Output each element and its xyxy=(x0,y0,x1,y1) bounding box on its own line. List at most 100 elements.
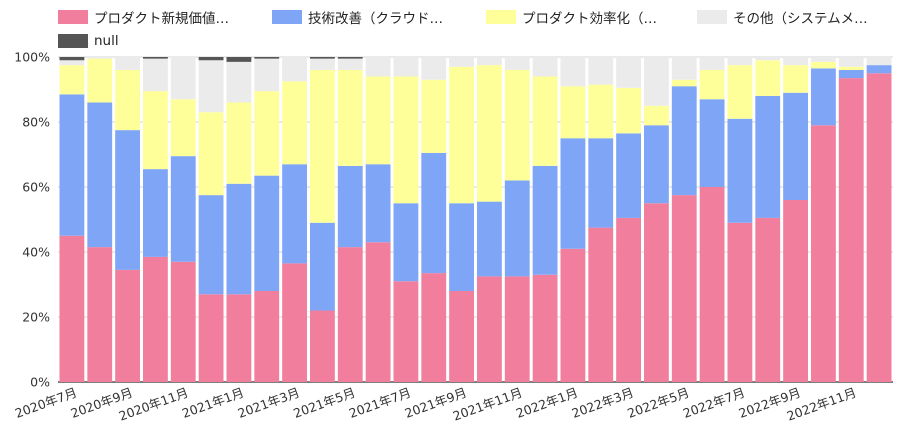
bar-segment-s0-c25 xyxy=(755,217,781,382)
bar-segment-s3-c25 xyxy=(755,57,781,61)
x-tick-label: 2022年7月 xyxy=(681,385,747,421)
bar-segment-s1-c21 xyxy=(644,125,669,204)
bar-segment-s0-c23 xyxy=(699,187,725,382)
x-tick-label: 2021年3月 xyxy=(236,385,302,421)
y-tick-label: 40% xyxy=(22,245,50,260)
bar-segment-s3-c3 xyxy=(143,58,168,92)
bar-segment-s0-c1 xyxy=(87,247,113,382)
bar-segment-s0-c16 xyxy=(504,276,530,382)
bar-segment-s1-c26 xyxy=(783,92,808,200)
bar-segment-s3-c2 xyxy=(115,57,140,70)
bar-segment-s2-c8 xyxy=(282,81,307,165)
bar-segment-s1-c27 xyxy=(811,68,836,126)
x-tick-label: 2022年5月 xyxy=(625,385,691,421)
bar-segment-s3-c0 xyxy=(59,60,85,66)
bar-segment-s1-c29 xyxy=(866,65,892,74)
bar-segment-s3-c18 xyxy=(560,57,586,87)
bar-segment-s1-c6 xyxy=(226,183,252,295)
bar-segment-s0-c5 xyxy=(198,294,224,382)
bar-segment-s3-c21 xyxy=(644,57,669,106)
bar-segment-s2-c27 xyxy=(811,61,836,69)
bar-segment-s0-c17 xyxy=(532,274,558,382)
bar-segment-s0-c20 xyxy=(616,217,641,382)
bar-segment-s4-c0 xyxy=(59,57,85,61)
bar-segment-s1-c10 xyxy=(337,165,363,248)
bar-segment-s3-c19 xyxy=(588,57,614,85)
bar-segment-s3-c16 xyxy=(504,57,530,70)
bar-segment-s1-c17 xyxy=(532,165,558,275)
bar-segment-s1-c9 xyxy=(310,222,335,311)
bar-segment-s2-c7 xyxy=(254,91,280,176)
bar-segment-s3-c12 xyxy=(393,57,419,77)
bar-segment-s3-c5 xyxy=(198,60,224,113)
bar-segment-s1-c19 xyxy=(588,138,614,228)
bar-segment-s4-c5 xyxy=(198,57,224,61)
bar-segment-s1-c25 xyxy=(755,96,781,218)
bar-segment-s3-c28 xyxy=(838,57,864,67)
bar-segment-s4-c6 xyxy=(226,57,252,62)
y-tick-label: 60% xyxy=(22,180,50,195)
bar-segment-s1-c23 xyxy=(699,99,725,187)
bar-segment-s3-c1 xyxy=(87,57,113,59)
bar-segment-s2-c24 xyxy=(727,65,753,119)
bar-segment-s1-c1 xyxy=(87,102,113,248)
bar-segment-s3-c8 xyxy=(282,57,307,82)
bar-segment-s2-c17 xyxy=(532,76,558,166)
bar-segment-s1-c0 xyxy=(59,94,85,236)
bar-segment-s0-c24 xyxy=(727,222,753,382)
bar-segment-s1-c3 xyxy=(143,169,168,257)
bar-segment-s1-c4 xyxy=(170,156,196,262)
bar-segment-s2-c3 xyxy=(143,91,168,170)
legend-item-tech-improvement[interactable]: 技術改善（クラウド… xyxy=(272,7,443,27)
legend-item-product-efficiency[interactable]: プロダクト効率化（… xyxy=(486,7,657,27)
x-tick-label: 2021年7月 xyxy=(347,385,413,421)
bar-segment-s0-c29 xyxy=(866,73,892,382)
bar-segment-s2-c16 xyxy=(504,70,530,181)
bar-segment-s0-c26 xyxy=(783,200,808,382)
x-tick-label: 2022年3月 xyxy=(570,385,636,421)
legend-item-product-new-value[interactable]: プロダクト新規価値… xyxy=(58,7,229,27)
legend-label-product-new-value: プロダクト新規価値… xyxy=(94,11,229,27)
bar-segment-s1-c11 xyxy=(365,164,391,243)
bar-segment-s0-c10 xyxy=(337,247,363,382)
bar-segment-s2-c11 xyxy=(365,76,391,165)
bar-segment-s3-c6 xyxy=(226,61,252,103)
bar-segment-s3-c20 xyxy=(616,57,641,88)
bar-segment-s2-c0 xyxy=(59,65,85,95)
bar-segment-s0-c11 xyxy=(365,242,391,382)
bar-segment-s0-c3 xyxy=(143,256,168,382)
bar-segment-s0-c18 xyxy=(560,248,586,382)
bar-segment-s2-c10 xyxy=(337,70,363,166)
y-tick-label: 0% xyxy=(30,375,50,390)
x-tick-label: 2021年5月 xyxy=(291,385,357,421)
bar-segment-s2-c21 xyxy=(644,105,669,126)
legend-label-product-efficiency: プロダクト効率化（… xyxy=(522,11,657,27)
legend-label-other: その他（システムメ… xyxy=(733,11,868,27)
bar-segment-s2-c15 xyxy=(477,65,502,202)
bar-segment-s0-c22 xyxy=(671,195,697,382)
legend-swatch-other xyxy=(697,10,727,24)
legend-item-null[interactable]: null xyxy=(58,33,119,49)
bar-segment-s2-c22 xyxy=(671,79,697,87)
bar-segment-s3-c17 xyxy=(532,57,558,77)
bar-segment-s2-c23 xyxy=(699,70,725,100)
bar-segment-s2-c18 xyxy=(560,86,586,139)
bar-segment-s1-c18 xyxy=(560,138,586,249)
legend-item-other[interactable]: その他（システムメ… xyxy=(697,7,868,27)
bar-segment-s3-c4 xyxy=(170,57,196,100)
bar-segment-s3-c22 xyxy=(671,57,697,80)
bar-segment-s0-c15 xyxy=(477,276,502,382)
bar-segment-s4-c9 xyxy=(310,57,335,59)
gridlines xyxy=(58,56,893,383)
bar-segment-s1-c5 xyxy=(198,195,224,295)
bar-segment-s3-c15 xyxy=(477,57,502,66)
bar-segment-s1-c2 xyxy=(115,130,140,270)
bar-segment-s3-c24 xyxy=(727,57,753,66)
x-tick-label: 2022年1月 xyxy=(514,385,580,421)
bar-segment-s3-c14 xyxy=(449,57,474,67)
bar-segment-s2-c1 xyxy=(87,58,113,103)
legend-swatch-tech-improvement xyxy=(272,10,302,24)
legend: プロダクト新規価値… 技術改善（クラウド… プロダクト効率化（… その他（システ… xyxy=(0,0,903,56)
bar-segment-s1-c15 xyxy=(477,201,502,277)
